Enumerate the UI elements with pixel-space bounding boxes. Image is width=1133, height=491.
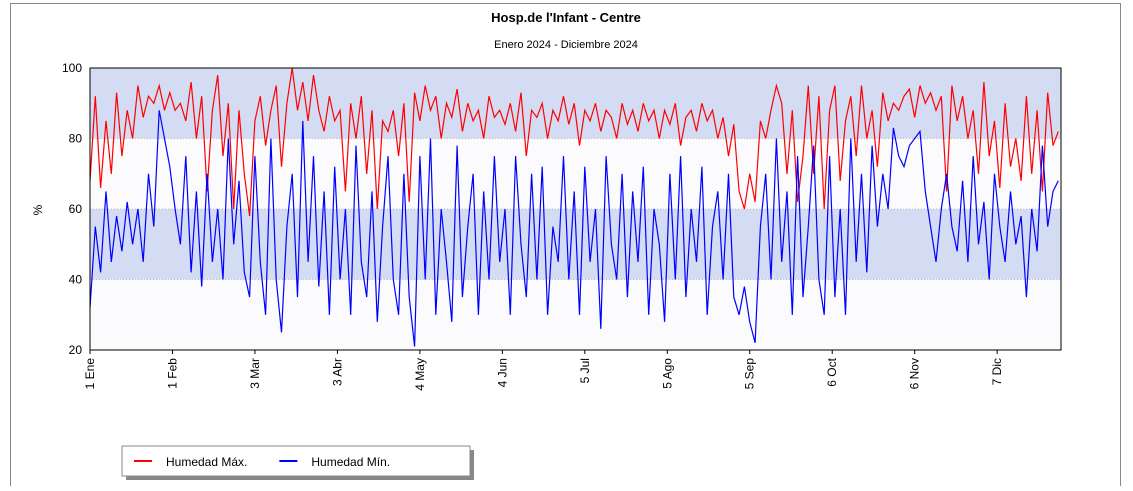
y-tick-label: 40 [69,273,83,287]
series-line [89,110,1059,347]
x-tick-label: 1 Ene [83,358,97,390]
x-tick-label: 3 Abr [330,358,344,386]
x-tick-label: 1 Feb [165,358,179,389]
legend-label: Humedad Máx. [166,455,247,469]
y-tick-label: 60 [69,202,83,216]
x-tick-label: 4 Jun [495,358,509,387]
band [90,68,1061,139]
x-tick-label: 7 Dic [990,358,1004,385]
plot-border [89,67,1062,351]
legend-label: Humedad Mín. [311,455,390,469]
x-tick-label: 5 Jul [578,358,592,383]
y-axis-label: % [31,204,45,215]
chart-title: Hosp.de l'Infant - Centre [491,10,641,25]
x-tick-label: 6 Nov [908,358,922,389]
x-tick-label: 6 Oct [825,357,839,386]
series-line [89,67,1059,217]
y-tick-label: 20 [69,343,83,357]
x-tick-label: 5 Ago [660,358,674,389]
x-tick-label: 4 May [413,358,427,391]
y-tick-label: 80 [69,132,83,146]
x-tick-label: 5 Sep [743,358,757,390]
x-tick-label: 3 Mar [248,358,262,389]
y-tick-label: 100 [62,61,82,75]
chart-subtitle: Enero 2024 - Diciembre 2024 [494,39,638,51]
